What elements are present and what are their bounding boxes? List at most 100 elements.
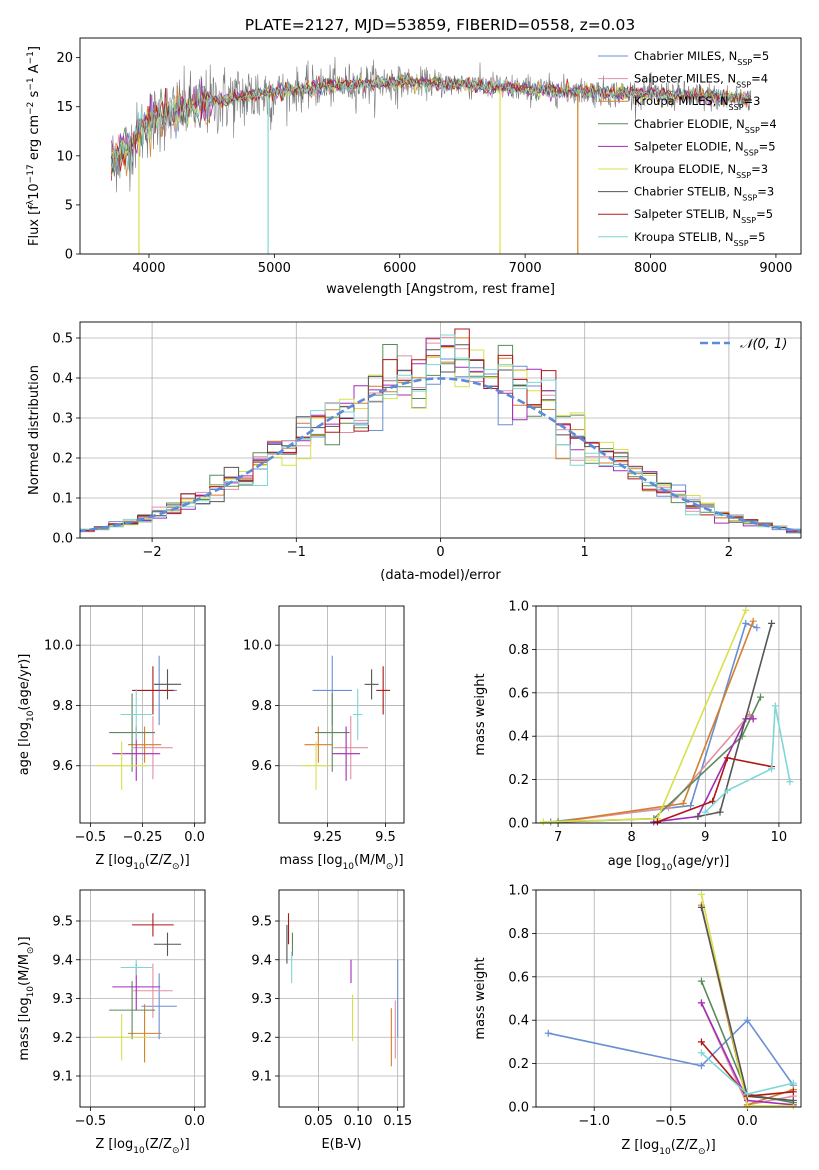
model-spectrum <box>110 75 752 170</box>
y-tick-label: 0.6 <box>508 686 529 701</box>
weight-marker <box>694 812 702 820</box>
x-tick-label: 10 <box>771 830 788 845</box>
x-tick-label: 5000 <box>258 261 291 276</box>
x-tick-label: 0.0 <box>737 1114 758 1129</box>
weight-marker <box>697 999 705 1007</box>
mass-age-axes: 9.25 9.5 9.6 9.8 10.0 <box>243 606 404 845</box>
z-age-points <box>95 655 182 790</box>
weight-marker <box>539 818 547 826</box>
spectrum-legend: Chabrier MILES, NSSP=5 Salpeter MILES, NS… <box>598 49 777 247</box>
y-tick-label: 1.0 <box>508 600 529 615</box>
weight-marker <box>679 799 687 807</box>
weight-marker <box>743 1016 751 1024</box>
ebv-mass-points <box>286 913 399 1067</box>
y-tick-label: 9.5 <box>251 915 272 930</box>
y-tick-label: 0.0 <box>508 817 529 832</box>
mass-age-frame <box>278 605 405 824</box>
y-tick-label: 9.4 <box>52 953 73 968</box>
y-tick-label: 10 <box>56 149 73 164</box>
y-tick-label: 9.3 <box>251 992 272 1007</box>
weight-marker <box>544 1029 552 1037</box>
z-mass-points <box>95 913 182 1063</box>
x-tick-label: 9 <box>701 830 709 845</box>
spectrum-xlabel: wavelength [Angstrom, rest frame] <box>326 282 555 297</box>
y-tick-label: 9.2 <box>251 1031 272 1046</box>
y-tick-label: 9.2 <box>52 1031 73 1046</box>
weight-marker <box>749 617 757 625</box>
x-tick-label: 0.05 <box>304 1114 333 1129</box>
legend-entry: Chabrier ELODIE, NSSP=4 <box>634 117 777 135</box>
y-tick-label: 9.6 <box>52 759 73 774</box>
z-weight-frame <box>535 889 802 1108</box>
z-mass-ylabel: mass [log10(M/M⊙)] <box>17 936 36 1060</box>
y-tick-label: 0.1 <box>52 492 73 507</box>
normal-curve <box>80 377 801 533</box>
ebv-mass-xlabel: E(B-V) <box>321 1137 361 1152</box>
z-mass-frame <box>79 889 206 1108</box>
x-tick-label: 8000 <box>634 261 667 276</box>
weight-marker <box>716 808 724 816</box>
weight-marker <box>749 715 757 723</box>
weight-line <box>543 609 747 823</box>
histograms <box>80 328 801 534</box>
z-age-axes: −0.5 −0.25 0.0 9.6 9.8 10.0 <box>44 606 205 845</box>
x-tick-label: 0.0 <box>184 830 205 845</box>
residuals-ylabel: Normed distribution <box>27 365 42 495</box>
y-tick-label: 10.0 <box>44 639 73 654</box>
weight-marker <box>697 890 705 898</box>
x-tick-label: 6000 <box>383 261 416 276</box>
legend-entry: 𝒩(0, 1) <box>740 337 787 352</box>
y-tick-label: 0.0 <box>52 532 73 547</box>
weight-marker <box>771 702 779 710</box>
weight-marker <box>743 1090 751 1098</box>
y-tick-label: 0.8 <box>508 643 529 658</box>
z-age-frame <box>79 605 206 824</box>
weight-line <box>558 696 762 823</box>
spectrum-frame <box>79 37 802 255</box>
z-weight-xlabel: Z [log10(Z/Z⊙)] <box>621 1138 715 1157</box>
weight-marker <box>687 802 695 810</box>
y-tick-label: 0.4 <box>508 1014 529 1029</box>
legend-entry: Chabrier MILES, NSSP=5 <box>634 49 769 67</box>
age-weight-frame <box>535 605 802 824</box>
z-weight-ylabel: mass weight <box>473 957 488 1039</box>
weight-marker <box>697 977 705 985</box>
y-tick-label: 0.2 <box>508 1057 529 1072</box>
residual-histogram <box>80 334 801 532</box>
weight-marker <box>709 797 717 805</box>
y-tick-label: 9.5 <box>52 915 73 930</box>
ebv-mass-axes: 0.05 0.10 0.15 9.1 9.2 9.3 9.4 9.5 <box>251 890 412 1129</box>
x-tick-label: −1 <box>287 545 306 560</box>
z-age-xlabel: Z [log10(Z/Z⊙)] <box>95 853 189 872</box>
weight-marker <box>786 778 794 786</box>
y-tick-label: 0.3 <box>52 412 73 427</box>
y-tick-label: 9.8 <box>251 699 272 714</box>
weight-marker <box>697 1049 705 1057</box>
weight-line <box>548 1018 794 1086</box>
weight-marker <box>742 606 750 614</box>
y-tick-label: 10.0 <box>243 639 272 654</box>
weight-marker <box>723 754 731 762</box>
weight-marker <box>701 808 709 816</box>
age-weight-ylabel: mass weight <box>473 673 488 755</box>
y-tick-label: 0.2 <box>52 452 73 467</box>
residuals-xlabel: (data-model)/error <box>380 568 501 583</box>
x-tick-label: 0.10 <box>344 1114 373 1129</box>
spectrum-lines <box>110 56 752 254</box>
x-tick-label: 7 <box>554 830 562 845</box>
weight-line <box>657 756 772 823</box>
y-tick-label: 9.3 <box>52 992 73 1007</box>
legend-entry: Kroupa ELODIE, NSSP=3 <box>634 162 768 180</box>
x-tick-label: −0.25 <box>123 830 163 845</box>
legend-entry: Salpeter MILES, NSSP=4 <box>634 72 768 90</box>
weight-marker <box>742 619 750 627</box>
weight-marker <box>789 1096 797 1104</box>
age-weight-lines <box>539 606 794 826</box>
weight-marker <box>757 693 765 701</box>
x-tick-label: −0.5 <box>75 830 107 845</box>
y-tick-label: 0.0 <box>508 1101 529 1116</box>
x-tick-label: 0.0 <box>184 1114 205 1129</box>
x-tick-label: 0 <box>436 545 444 560</box>
spectrum-ylabel: Flux [fλ10−17 erg cm−2 s−1 A−1] <box>26 46 42 246</box>
